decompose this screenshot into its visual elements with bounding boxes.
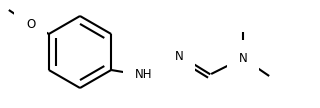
Text: N: N <box>175 49 184 63</box>
Text: O: O <box>26 17 36 30</box>
Text: NH: NH <box>134 68 152 80</box>
Text: N: N <box>239 52 248 64</box>
